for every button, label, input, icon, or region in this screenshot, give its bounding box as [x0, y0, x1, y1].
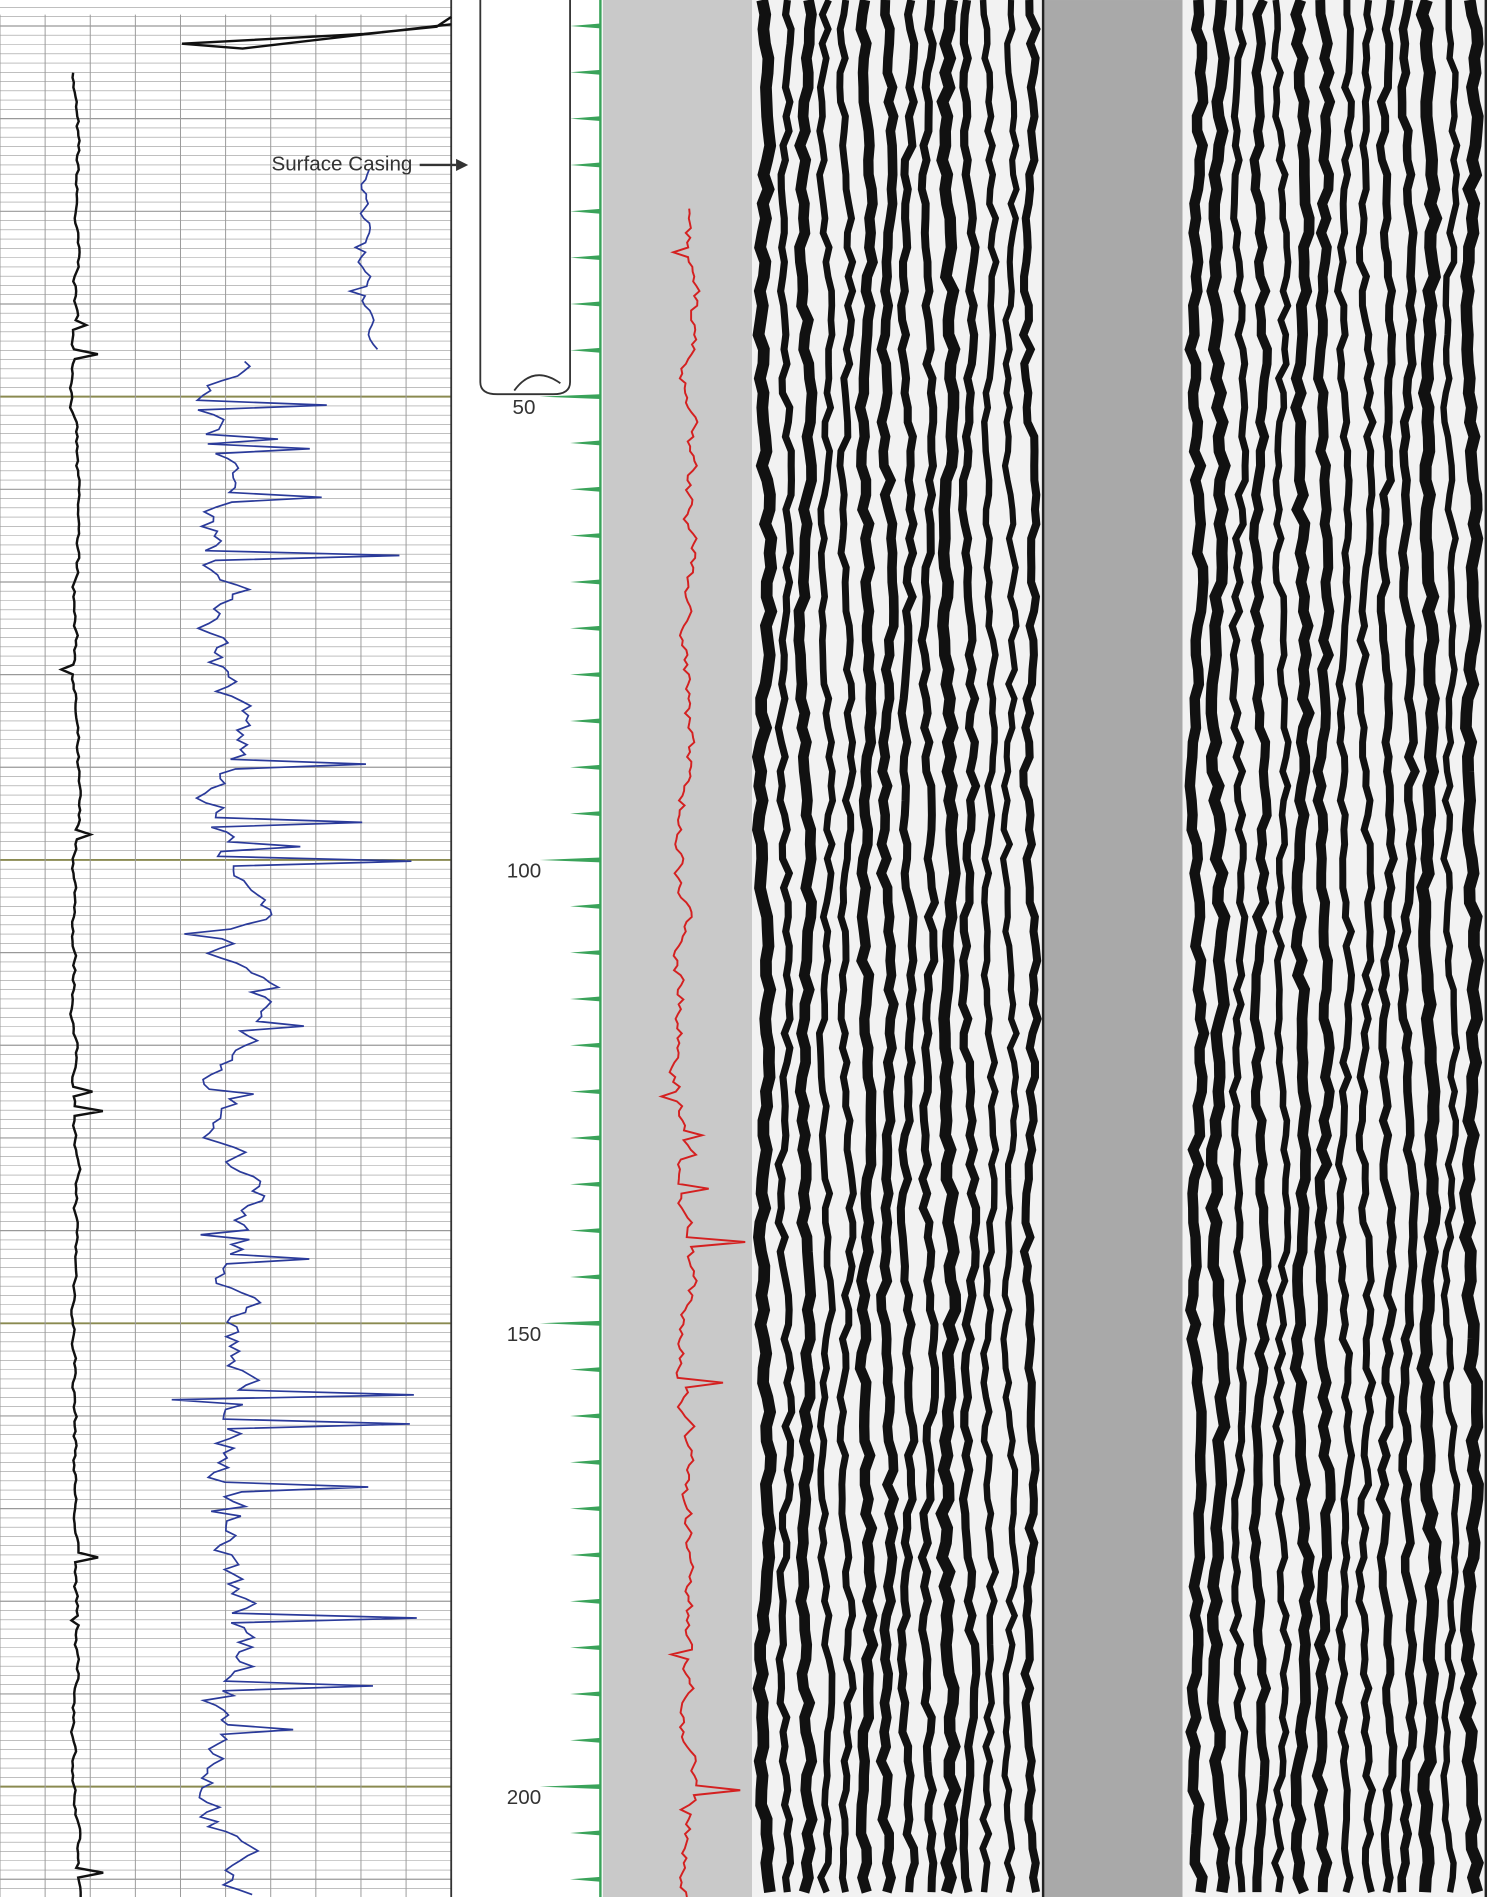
image-stripe: [1355, 0, 1377, 1894]
image-stripe: [1205, 0, 1231, 1894]
image-stripe: [1018, 0, 1042, 1893]
image-stripe: [1248, 0, 1272, 1893]
depth-tick: [539, 394, 601, 400]
depth-tick: [570, 764, 601, 770]
depth-tick: [570, 1876, 601, 1882]
image-stripe: [1184, 0, 1210, 1893]
depth-label: 100: [507, 860, 541, 883]
image-stripe: [935, 0, 962, 1894]
acoustic-image: [751, 0, 1484, 1895]
depth-tick: [570, 579, 601, 585]
image-stripe: [836, 0, 857, 1893]
image-stripe: [875, 0, 900, 1894]
red-curve-track: [658, 208, 746, 1897]
depth-tick: [570, 533, 601, 539]
depth-ticks: 50 100 150 200: [507, 23, 601, 1882]
depth-tick: [539, 857, 601, 863]
depth-tick: [570, 1737, 601, 1743]
depth-tick: [570, 301, 601, 307]
annotation: Surface Casing: [271, 152, 412, 175]
depth-tick: [570, 1506, 601, 1512]
image-stripe: [774, 0, 796, 1893]
image-stripe: [1289, 0, 1315, 1895]
depth-tick: [570, 69, 601, 75]
image-stripe: [979, 0, 1000, 1893]
arrow-head: [456, 158, 469, 172]
depth-tick: [570, 1552, 601, 1558]
depth-tick: [570, 255, 601, 261]
depth-tick: [570, 116, 601, 122]
image-stripe: [1440, 0, 1461, 1893]
depth-tick: [570, 486, 601, 492]
curves: [58, 15, 452, 1897]
image-stripe: [1228, 0, 1250, 1893]
depth-tick: [570, 811, 601, 817]
depth-tick: [570, 672, 601, 678]
depth-tick: [570, 1598, 601, 1604]
log-curve: [181, 15, 452, 50]
depth-tick: [570, 1830, 601, 1836]
log-curve: [171, 360, 417, 1896]
casing: [479, 0, 571, 396]
depth-tick: [570, 903, 601, 909]
depth-tick: [570, 1181, 601, 1187]
depth-tick: [570, 1228, 601, 1234]
depth-tick: [570, 718, 601, 724]
depth-tick: [570, 347, 601, 353]
image-track-1: [752, 0, 1044, 1897]
image-track-2: [1182, 0, 1486, 1897]
image-stripe: [896, 0, 919, 1893]
depth-tick: [570, 950, 601, 956]
log-curve: [58, 72, 104, 1897]
log-curve: [658, 208, 746, 1897]
depth-tick: [570, 162, 601, 168]
image-stripe: [1311, 0, 1336, 1893]
image-stripe: [1333, 0, 1356, 1894]
image-stripe: [1271, 0, 1292, 1893]
depth-label: 200: [507, 1786, 541, 1809]
depth-tick: [570, 1274, 601, 1280]
depth-tick: [570, 1367, 601, 1373]
image-stripe: [999, 0, 1020, 1893]
gray-track-2: [1043, 0, 1183, 1897]
depth-tick: [570, 23, 601, 29]
depth-label: 50: [513, 396, 536, 419]
casing-shoe: [513, 374, 561, 392]
depth-tick: [570, 1645, 601, 1651]
image-stripe: [957, 0, 981, 1894]
depth-tick: [570, 1691, 601, 1697]
image-stripe: [1458, 0, 1484, 1894]
depth-tick: [570, 625, 601, 631]
depth-tick: [570, 1089, 601, 1095]
image-stripe: [751, 0, 778, 1893]
image-stripe: [854, 0, 879, 1894]
depth-tick: [570, 1459, 601, 1465]
depth-tick: [539, 1784, 601, 1790]
image-stripe: [815, 0, 837, 1894]
depth-tick: [570, 1042, 601, 1048]
depth-tick: [570, 1135, 601, 1141]
depth-tick: [539, 1320, 601, 1326]
depth-tick: [570, 440, 601, 446]
depth-label: 150: [507, 1323, 541, 1346]
log-curve: [347, 169, 379, 350]
depth-tick: [570, 1413, 601, 1419]
image-stripe: [1415, 0, 1443, 1893]
image-stripe: [917, 0, 940, 1893]
image-stripe: [1397, 0, 1420, 1893]
image-stripe: [1375, 0, 1398, 1893]
depth-tick: [570, 208, 601, 214]
depth-tick: [570, 996, 601, 1002]
image-stripe: [793, 0, 818, 1894]
